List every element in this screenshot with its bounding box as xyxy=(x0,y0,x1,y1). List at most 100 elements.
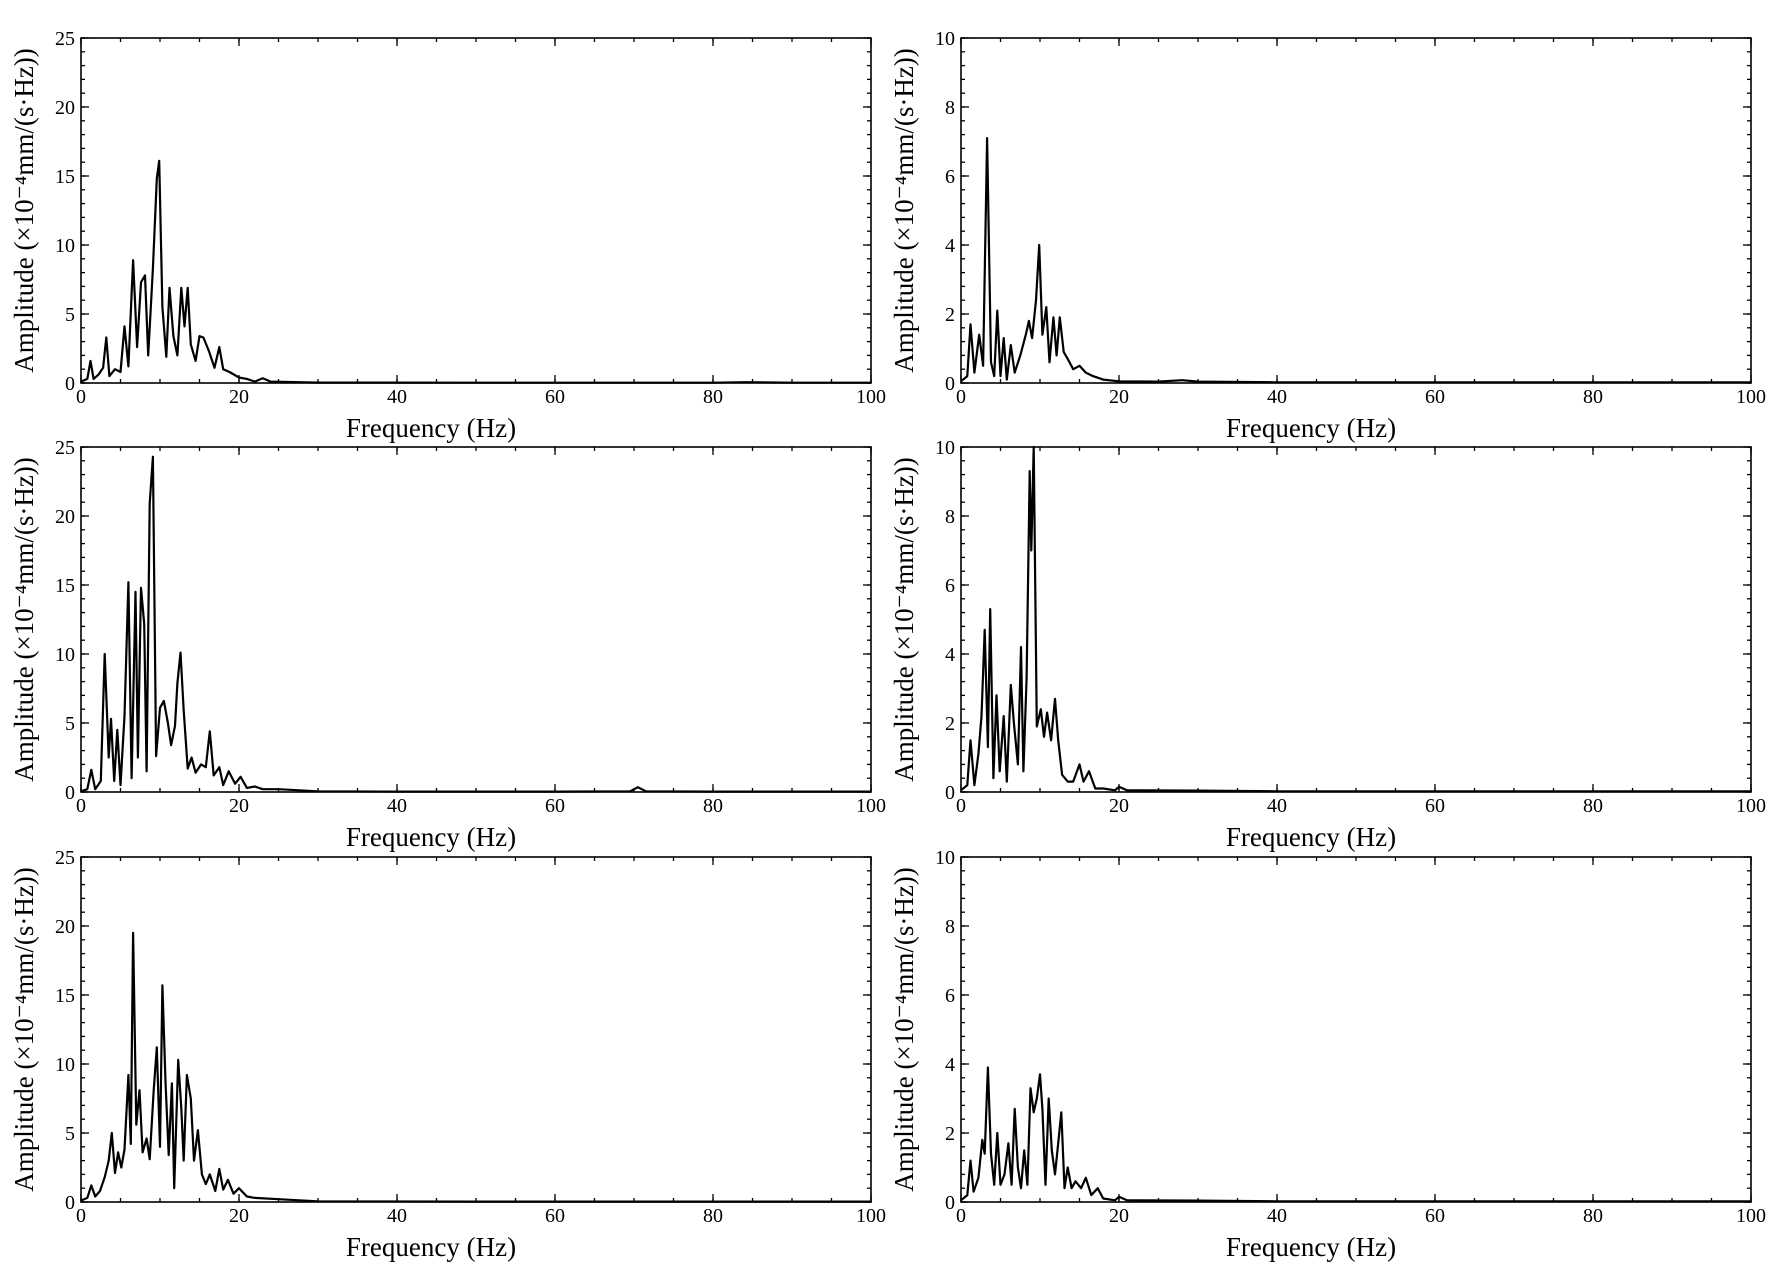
x-tick-label: 100 xyxy=(856,795,886,817)
series-line xyxy=(80,931,871,1203)
y-tick-label: 8 xyxy=(945,97,955,119)
x-tick-label: 0 xyxy=(956,386,966,408)
chart-panel: 0 20 40 60 80 100 0 2 4 6 8 10 Frequency (Hz) Amplitu… xyxy=(889,437,1766,852)
chart-panel: 0 20 40 60 80 100 0 5 10 15 20 25 Frequency (Hz) Ampl… xyxy=(9,437,886,852)
y-tick-label: 20 xyxy=(55,97,75,119)
y-tick-label: 5 xyxy=(65,713,75,735)
y-tick-label: 10 xyxy=(935,437,955,459)
x-tick-label: 60 xyxy=(1425,795,1445,817)
x-axis-title: Frequency (Hz) xyxy=(1226,1232,1396,1262)
y-tick-label: 0 xyxy=(65,782,75,804)
plot-frame xyxy=(960,446,1752,793)
y-tick-label: 0 xyxy=(65,373,75,395)
y-tick-label: 20 xyxy=(55,916,75,938)
x-tick-label: 80 xyxy=(1583,386,1603,408)
chart-panel: 0 20 40 60 80 100 0 2 4 6 8 10 Frequency (Hz) Amplitu… xyxy=(889,847,1766,1262)
series-line xyxy=(80,159,871,384)
y-axis-title: Amplitude (×10⁻⁴mm/(s·Hz)) xyxy=(9,457,39,782)
x-tick-label: 100 xyxy=(1736,1205,1766,1227)
x-tick-label: 60 xyxy=(545,386,565,408)
x-axis-title: Frequency (Hz) xyxy=(1226,413,1396,443)
series-line xyxy=(960,1066,1751,1203)
series-line xyxy=(80,455,871,793)
y-tick-label: 10 xyxy=(55,644,75,666)
series-line xyxy=(960,137,1751,384)
x-tick-label: 80 xyxy=(703,1205,723,1227)
series-line xyxy=(960,445,1751,793)
plot-frame xyxy=(960,37,1752,384)
y-tick-label: 10 xyxy=(55,1054,75,1076)
x-axis-title: Frequency (Hz) xyxy=(1226,822,1396,852)
y-tick-label: 10 xyxy=(55,235,75,257)
y-tick-label: 4 xyxy=(945,235,955,257)
x-tick-label: 60 xyxy=(1425,386,1445,408)
y-tick-label: 5 xyxy=(65,1123,75,1145)
y-axis-title: Amplitude (×10⁻⁴mm/(s·Hz)) xyxy=(889,457,919,782)
plot-frame xyxy=(960,856,1752,1203)
x-tick-label: 40 xyxy=(1267,1205,1287,1227)
y-tick-label: 0 xyxy=(945,782,955,804)
x-tick-label: 0 xyxy=(76,386,86,408)
y-tick-label: 25 xyxy=(55,28,75,50)
y-tick-label: 0 xyxy=(945,1192,955,1214)
x-tick-label: 60 xyxy=(545,1205,565,1227)
x-tick-label: 40 xyxy=(1267,386,1287,408)
y-tick-label: 2 xyxy=(945,713,955,735)
x-tick-label: 40 xyxy=(387,1205,407,1227)
y-tick-label: 0 xyxy=(65,1192,75,1214)
x-tick-label: 80 xyxy=(1583,1205,1603,1227)
x-tick-label: 20 xyxy=(1109,795,1129,817)
y-axis-title: Amplitude (×10⁻⁴mm/(s·Hz)) xyxy=(889,48,919,373)
x-tick-label: 0 xyxy=(76,1205,86,1227)
chart-panel: 0 20 40 60 80 100 0 2 4 6 8 10 Frequency (Hz) Amplitu… xyxy=(889,28,1766,443)
x-tick-label: 60 xyxy=(545,795,565,817)
plot-frame xyxy=(80,37,872,384)
x-tick-label: 100 xyxy=(1736,386,1766,408)
x-tick-label: 20 xyxy=(229,386,249,408)
y-tick-label: 15 xyxy=(55,166,75,188)
y-tick-label: 8 xyxy=(945,916,955,938)
y-tick-label: 8 xyxy=(945,506,955,528)
y-tick-label: 25 xyxy=(55,847,75,869)
y-tick-label: 15 xyxy=(55,575,75,597)
y-tick-label: 6 xyxy=(945,166,955,188)
y-tick-label: 2 xyxy=(945,1123,955,1145)
y-axis-title: Amplitude (×10⁻⁴mm/(s·Hz)) xyxy=(889,867,919,1192)
x-tick-label: 40 xyxy=(387,795,407,817)
y-tick-label: 10 xyxy=(935,847,955,869)
y-tick-label: 15 xyxy=(55,985,75,1007)
y-axis-title: Amplitude (×10⁻⁴mm/(s·Hz)) xyxy=(9,48,39,373)
x-tick-label: 40 xyxy=(1267,795,1287,817)
y-axis-title: Amplitude (×10⁻⁴mm/(s·Hz)) xyxy=(9,867,39,1192)
x-tick-label: 20 xyxy=(229,1205,249,1227)
y-tick-label: 0 xyxy=(945,373,955,395)
x-axis-title: Frequency (Hz) xyxy=(346,1232,516,1262)
chart-panel: 0 20 40 60 80 100 0 5 10 15 20 25 Frequency (Hz) Ampl… xyxy=(9,847,886,1262)
y-tick-label: 20 xyxy=(55,506,75,528)
y-tick-label: 6 xyxy=(945,575,955,597)
x-tick-label: 80 xyxy=(703,386,723,408)
x-tick-label: 0 xyxy=(956,795,966,817)
x-tick-label: 0 xyxy=(76,795,86,817)
y-tick-label: 6 xyxy=(945,985,955,1007)
x-tick-label: 80 xyxy=(1583,795,1603,817)
y-tick-label: 10 xyxy=(935,28,955,50)
x-axis-title: Frequency (Hz) xyxy=(346,822,516,852)
x-tick-label: 40 xyxy=(387,386,407,408)
x-tick-label: 0 xyxy=(956,1205,966,1227)
x-tick-label: 100 xyxy=(856,1205,886,1227)
y-tick-label: 2 xyxy=(945,304,955,326)
x-tick-label: 20 xyxy=(1109,386,1129,408)
chart-panel: 0 20 40 60 80 100 0 5 10 15 20 25 Frequency (Hz) Ampl… xyxy=(9,28,886,443)
y-tick-label: 25 xyxy=(55,437,75,459)
x-tick-label: 100 xyxy=(1736,795,1766,817)
x-tick-label: 60 xyxy=(1425,1205,1445,1227)
y-tick-label: 4 xyxy=(945,644,955,666)
x-tick-label: 20 xyxy=(229,795,249,817)
y-tick-label: 4 xyxy=(945,1054,955,1076)
x-tick-label: 80 xyxy=(703,795,723,817)
x-tick-label: 100 xyxy=(856,386,886,408)
x-axis-title: Frequency (Hz) xyxy=(346,413,516,443)
plot-frame xyxy=(80,446,872,793)
